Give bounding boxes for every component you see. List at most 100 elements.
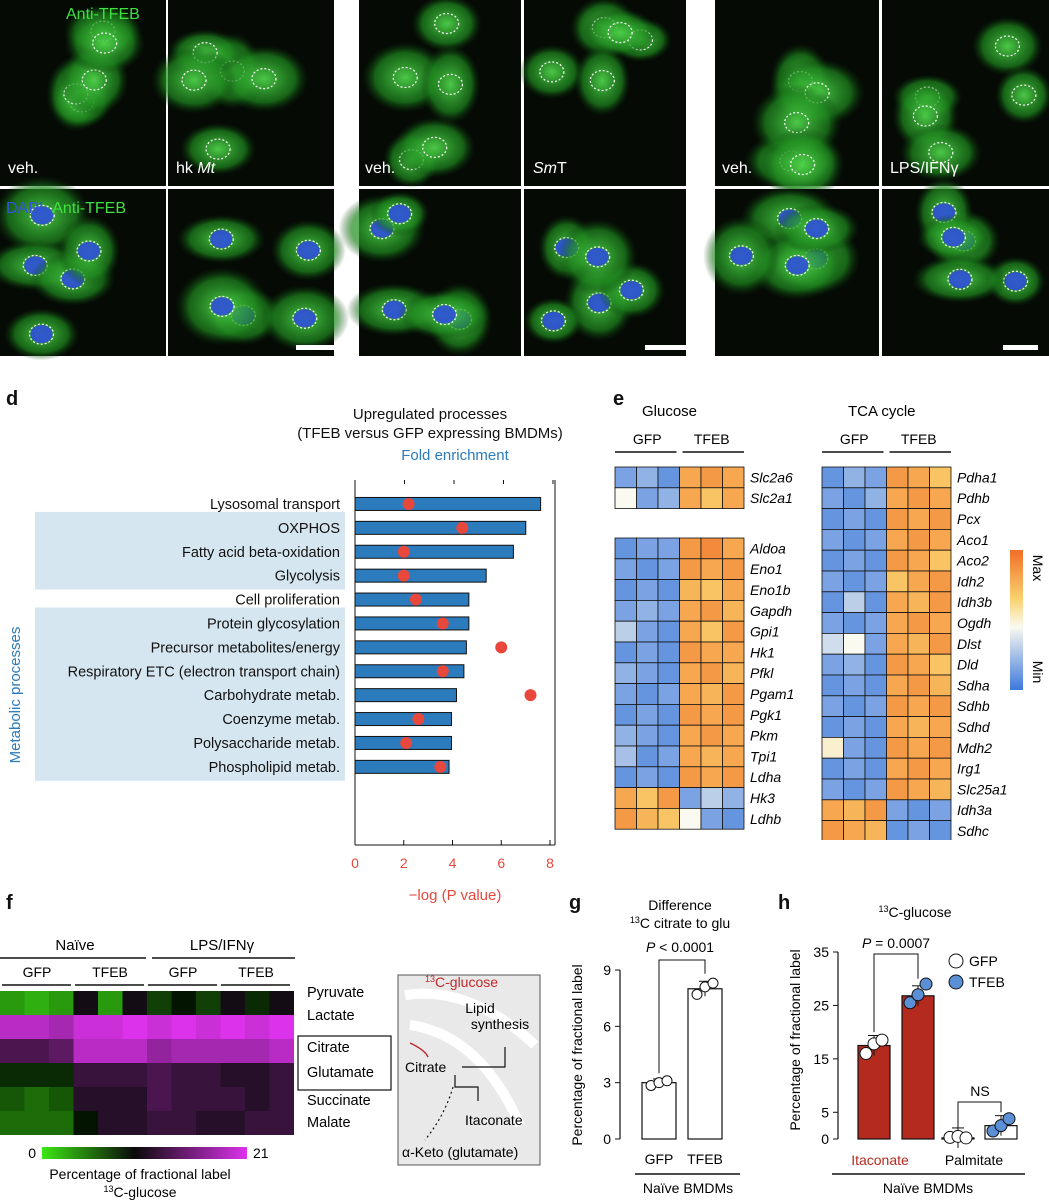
heatmap-cell: [679, 683, 702, 705]
scale-bar: [645, 345, 698, 350]
heatmap-cell: [679, 487, 702, 510]
heatmap-cell: [843, 612, 866, 634]
heatmap-cell: [196, 1111, 221, 1135]
heatmap-cell: [657, 466, 680, 489]
heatmap-cell: [269, 1063, 294, 1087]
fold-enrichment-bar: [354, 712, 453, 727]
x-category-label: TFEB: [687, 1151, 723, 1167]
heatmap-cell: [864, 466, 887, 489]
diagram-lipid-label: Lipid: [465, 1000, 495, 1016]
pvalue-dot: [436, 665, 449, 678]
heatmap-cell: [196, 1015, 221, 1039]
panel-g-chart: Difference 13C citrate to glu P < 0.0001 0 3…: [569, 897, 740, 1196]
diagram-keto-label: α-Keto (glutamate): [402, 1144, 518, 1160]
condition-label-lps-ifng: LPS/IFNγ: [890, 160, 959, 177]
scale-min-label: Min: [1030, 661, 1046, 684]
metabolite-label: Glutamate: [307, 1065, 374, 1081]
heatmap-cell: [929, 820, 952, 840]
heatmap-cell: [907, 778, 930, 801]
pvalue-dot: [400, 736, 413, 749]
heatmap-cell: [722, 487, 745, 510]
condition-label-veh-c: veh.: [722, 160, 753, 177]
heatmap-cell: [821, 820, 844, 840]
legend-tfeb-marker: [948, 974, 964, 990]
fold-enrichment-bar: [354, 520, 527, 535]
heatmap-cell: [700, 558, 723, 581]
pvalue-dot: [434, 760, 447, 773]
heatmap-cell: [171, 991, 196, 1015]
heatmap-cell: [864, 653, 887, 676]
heatmap-cell: [122, 1087, 147, 1111]
heatmap-cell: [49, 1111, 74, 1135]
cell: [420, 44, 481, 125]
heatmap-cell: [886, 528, 909, 551]
bar: [687, 988, 723, 1140]
nucleus-outline: [434, 12, 460, 35]
subgroup-label: GFP: [23, 964, 52, 980]
side-label-metabolic-processes: Metabolic processes: [7, 627, 24, 764]
heatmap-cell: [636, 724, 659, 747]
heatmap-cell: [171, 1015, 196, 1039]
heatmap-cell: [907, 528, 930, 551]
heatmap-cell: [929, 716, 952, 738]
heatmap-cell: [657, 558, 680, 581]
heatmap-cell: [907, 549, 930, 572]
heatmap-cell: [886, 820, 909, 840]
gene-label: Hk1: [750, 644, 775, 660]
heatmap-cell: [700, 766, 723, 788]
nucleus-outline: [76, 240, 102, 262]
heatmap-cell: [220, 1063, 245, 1087]
bar: [641, 1082, 677, 1140]
heatmap-cell: [171, 1087, 196, 1111]
heatmap-cell: [657, 766, 680, 788]
x-category-label: GFP: [645, 1151, 674, 1167]
nucleus-outline: [392, 66, 418, 89]
title-line2: 13C citrate to glu: [630, 915, 730, 931]
group-tfeb-label: TFEB: [694, 431, 730, 447]
heatmap-cell: [929, 757, 952, 780]
heatmap-cell: [821, 632, 844, 655]
heatmap-cell: [220, 1039, 245, 1063]
pvalue-dot: [402, 497, 415, 510]
p: P: [646, 939, 656, 955]
heatmap-cell: [843, 820, 866, 840]
heatmap-cell: [886, 757, 909, 780]
diagram-glucose-label: 13C-glucose: [425, 974, 498, 990]
pvalue-dot: [436, 617, 449, 630]
nucleus-outline: [181, 69, 207, 91]
heatmap-cell: [98, 1111, 123, 1135]
heatmap-cell: [657, 724, 680, 747]
heatmap-cell: [864, 591, 887, 614]
scale-min-label: 0: [28, 1145, 36, 1161]
panel-letter-f: f: [6, 892, 13, 914]
metabolic-band-1: [35, 511, 345, 590]
fold-enrichment-bar: [354, 759, 450, 774]
heatmap-cell: [722, 766, 745, 788]
heatmap-cell: [0, 991, 25, 1015]
panel-letter-e: e: [613, 388, 625, 410]
arrow-itaconate: [454, 1075, 479, 1101]
heatmap-cell: [49, 1063, 74, 1087]
heatmap-cell: [843, 653, 866, 676]
fold-enrichment-bar: [354, 544, 514, 559]
scale-bar: [1003, 345, 1038, 350]
heatmap-cell: [171, 1111, 196, 1135]
heatmap-cell: [614, 703, 637, 726]
heatmap-cell: [843, 591, 866, 614]
pvalue-label: P = 0.0007: [862, 935, 930, 951]
heatmap-cell: [907, 695, 930, 717]
heatmap-cell: [907, 570, 930, 593]
heatmap-cell: [929, 549, 952, 572]
heatmap-cell: [679, 724, 702, 747]
scale-label-2: 13C-glucose: [103, 1184, 176, 1200]
heatmap-cell: [636, 807, 659, 830]
f-color-scale: [42, 1147, 247, 1159]
nucleus: [31, 206, 54, 225]
heatmap-cell: [700, 703, 723, 726]
gene-label: Pdha1: [957, 469, 997, 485]
heatmap-cell: [614, 599, 637, 622]
heatmap-cell: [171, 1063, 196, 1087]
nucleus-outline: [784, 254, 810, 276]
nucleus-outline: [585, 246, 611, 268]
heatmap-cell: [614, 745, 637, 768]
